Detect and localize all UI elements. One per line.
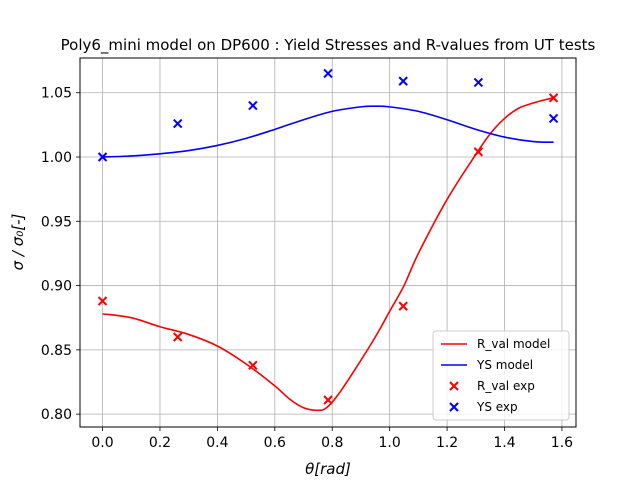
point-r-val-exp [323, 395, 333, 405]
plot-area [97, 68, 559, 412]
y-tick-label: 0.95 [41, 214, 72, 230]
x-tick-label: 1.6 [551, 435, 573, 451]
point-r-val-exp [398, 301, 408, 311]
ticks: 0.0 0.2 0.4 0.6 0.8 1.0 1.2 1.4 1.6 0.80 0.85 0.90 0… [41, 86, 573, 451]
legend: R_val model YS model R_val exp YS exp [432, 330, 570, 421]
axes-frame [79, 57, 577, 428]
point-r-val-exp [548, 93, 559, 103]
legend-swatch-r-val-exp [449, 381, 459, 391]
point-r-val-exp [473, 147, 484, 157]
point-r-val-exp [97, 296, 108, 306]
legend-box [432, 330, 570, 421]
x-tick-label: 0.4 [206, 435, 228, 451]
x-tick-label: 0.6 [264, 435, 286, 451]
point-ys-exp [248, 100, 258, 111]
x-tick-label: 0.2 [149, 435, 171, 451]
legend-label-ys-exp: YS exp [476, 400, 518, 414]
y-tick-label: 0.85 [41, 343, 72, 359]
legend-label-r-val-exp: R_val exp [477, 379, 535, 393]
point-ys-exp [97, 152, 108, 162]
point-r-val-exp [172, 332, 183, 342]
point-ys-exp [323, 68, 333, 79]
y-tick-label: 1.00 [41, 150, 72, 166]
legend-label-ys-model: YS model [476, 358, 533, 372]
legend-label-r-val-model: R_val model [477, 337, 550, 351]
chart-title: Poly6_mini model on DP600 : Yield Stress… [61, 36, 596, 55]
x-tick-label: 1.2 [436, 435, 458, 451]
point-ys-exp [172, 118, 183, 129]
y-axis-label: σ / σ₀[-] [9, 213, 27, 270]
series-line-ys-model [102, 105, 554, 158]
series-line-r-val-model [102, 97, 554, 412]
grid [80, 58, 576, 427]
legend-swatch-ys-exp [449, 402, 459, 412]
point-ys-exp [473, 77, 484, 88]
y-tick-label: 0.90 [41, 279, 72, 295]
x-tick-label: 0.8 [321, 435, 343, 451]
y-tick-label: 0.80 [41, 407, 72, 423]
point-ys-exp [548, 113, 559, 124]
x-tick-label: 1.0 [379, 435, 401, 451]
y-tick-label: 1.05 [41, 86, 72, 102]
x-tick-label: 0.0 [91, 435, 113, 451]
point-r-val-exp [248, 360, 258, 370]
x-axis-label: θ[rad] [305, 460, 351, 478]
x-tick-label: 1.4 [493, 435, 515, 451]
point-ys-exp [398, 76, 408, 86]
